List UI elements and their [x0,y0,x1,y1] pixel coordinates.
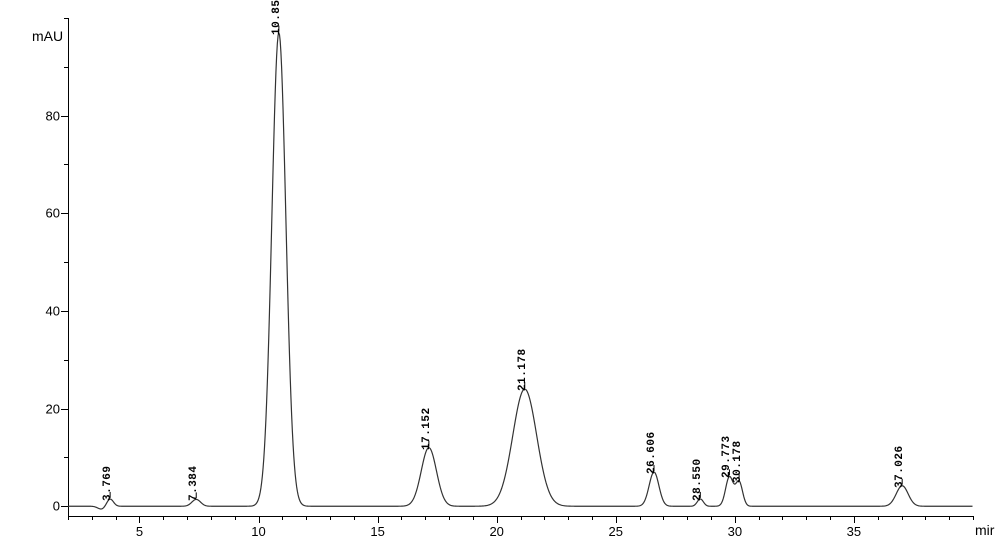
peak-label: 3.769 [102,465,114,501]
peak-label: 37.026 [894,445,906,488]
peak-label: 17.152 [421,407,433,450]
peak-label: 7.384 [188,466,200,502]
chromatogram-chart: mAU mir 020406080 5101520253035 3.7697.3… [0,0,1000,557]
trace-line [68,33,973,509]
peak-label: 21.178 [517,348,529,391]
chromatogram-trace [0,0,1000,557]
peak-label: 26.606 [646,431,658,474]
peak-label: 10.854 [271,0,283,35]
peak-label: 28.550 [692,458,704,501]
peak-label: 30.178 [732,440,744,483]
